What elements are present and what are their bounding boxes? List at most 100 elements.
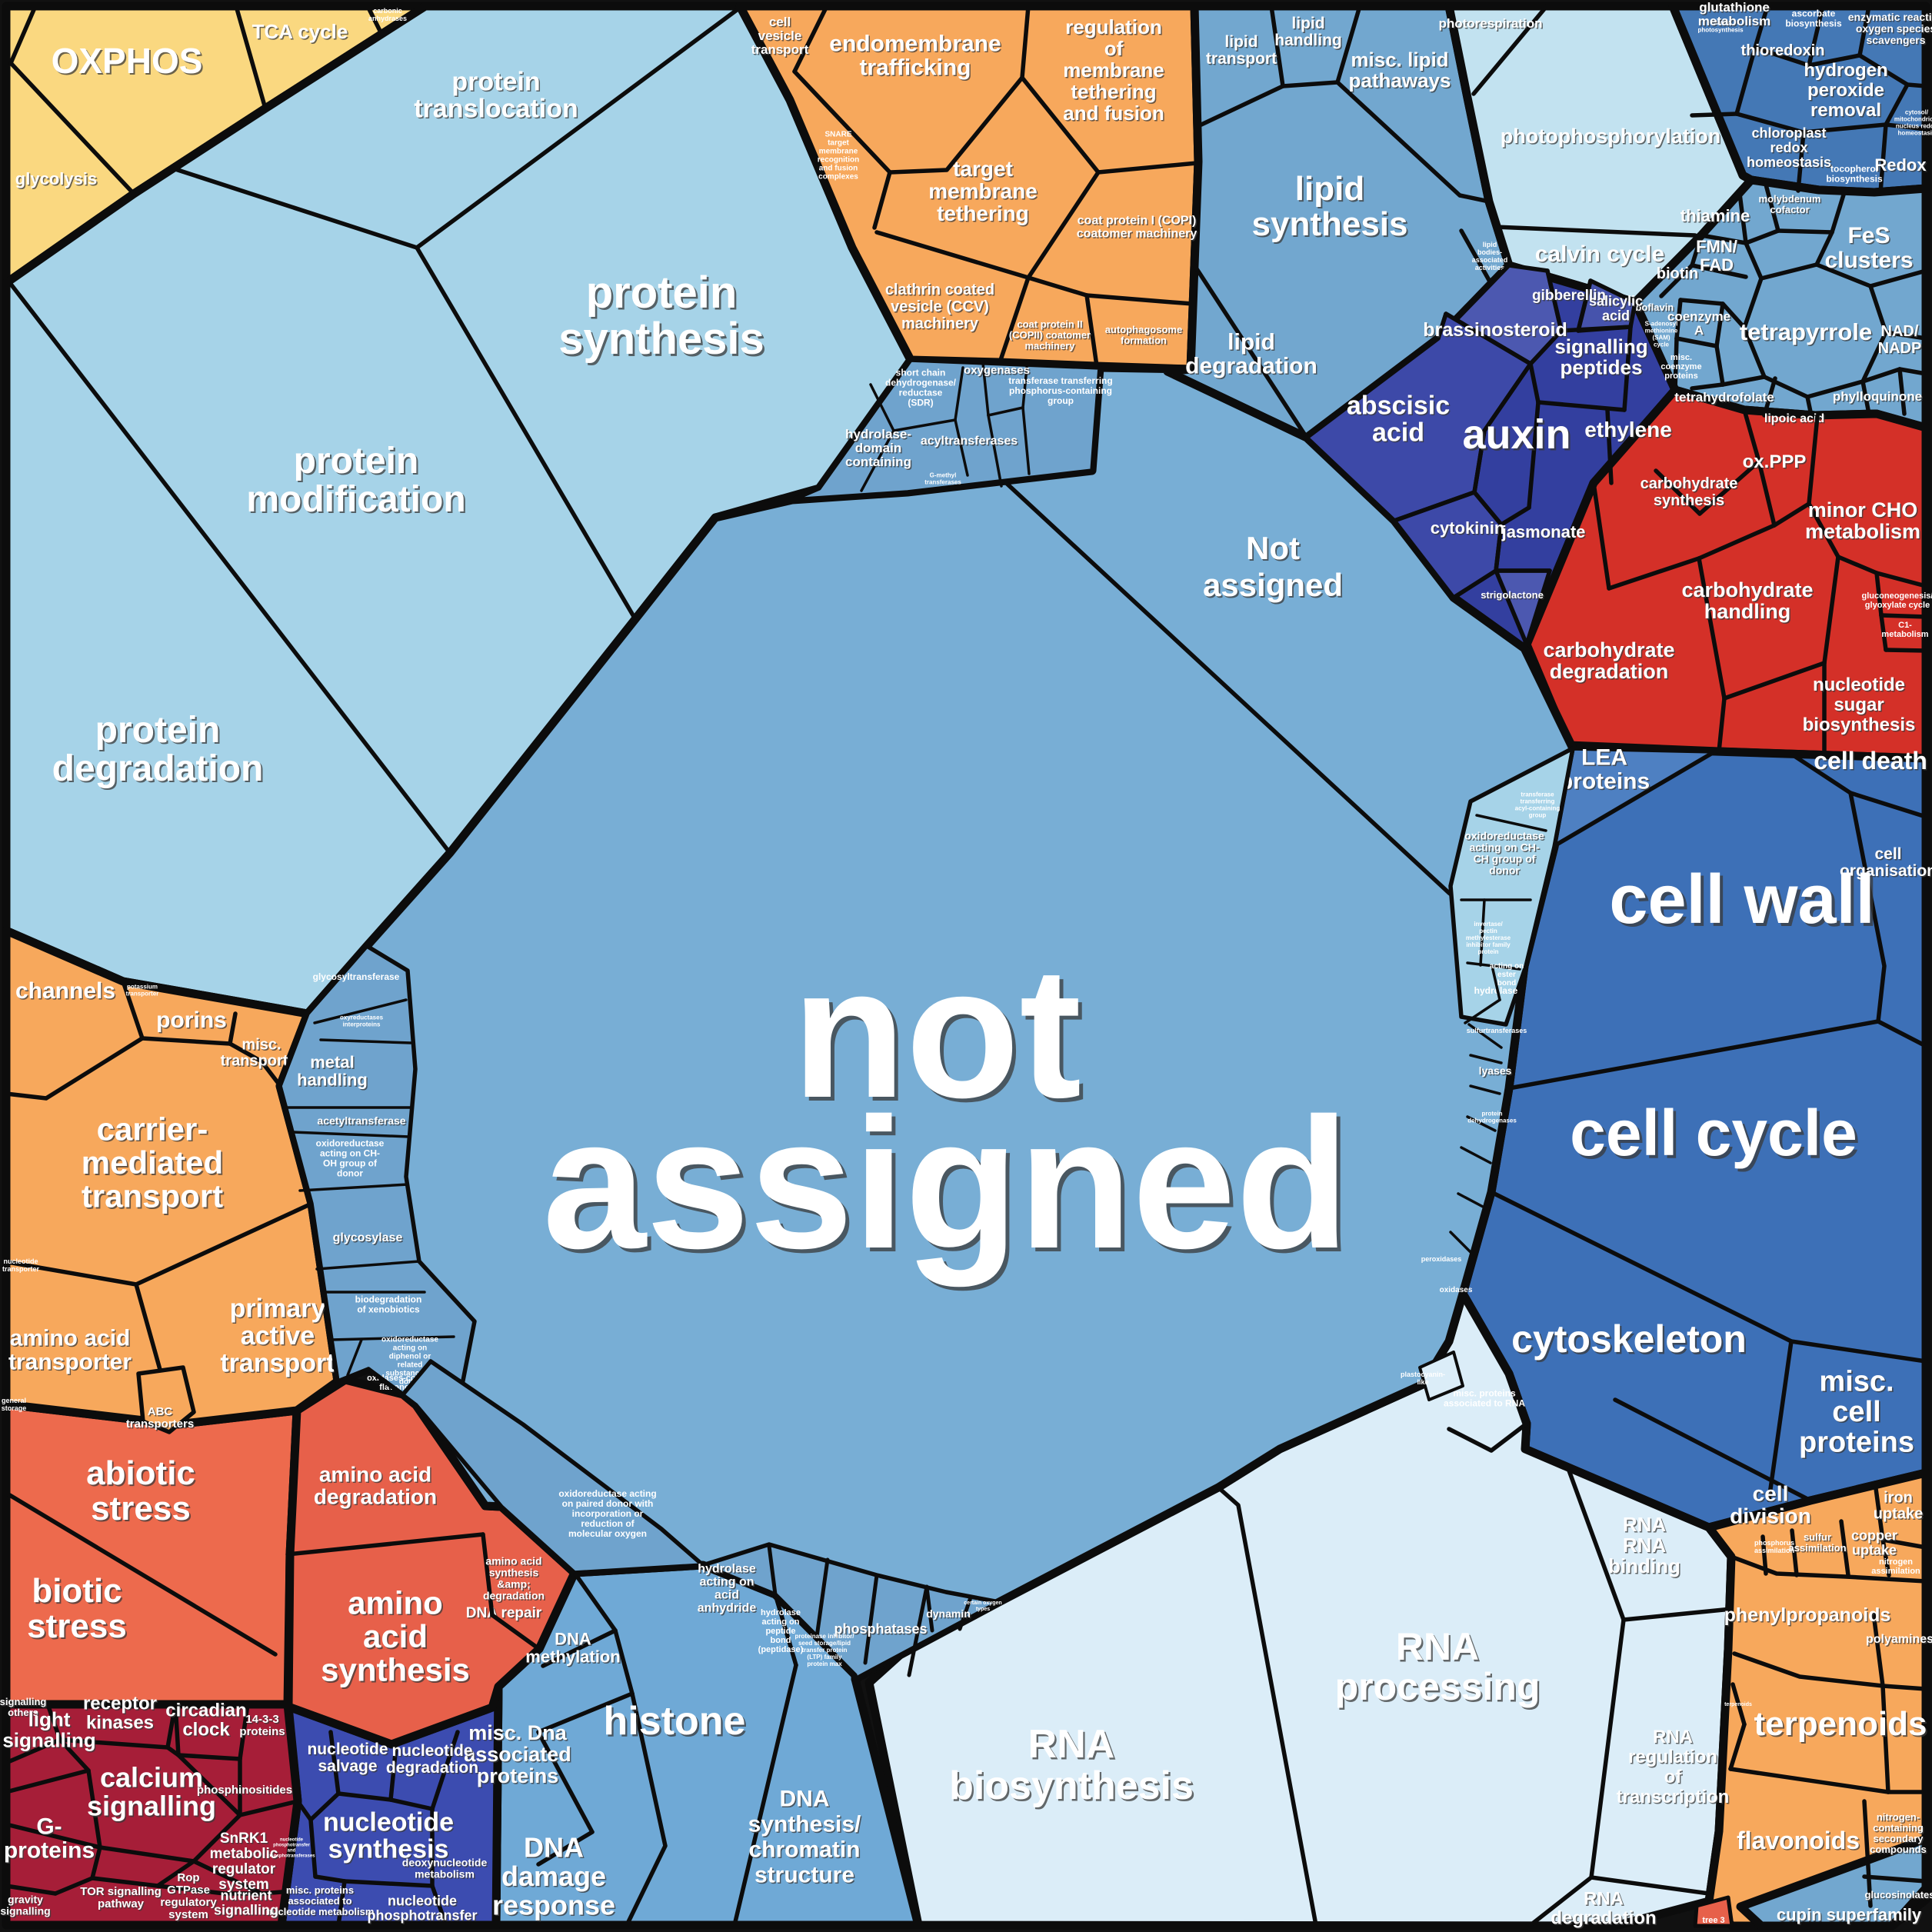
- svg-text:cytoskeleton: cytoskeleton: [1511, 1317, 1747, 1361]
- svg-text:calvin cycle: calvin cycle: [1536, 243, 1665, 268]
- svg-text:acyltransferases: acyltransferases: [921, 435, 1018, 448]
- svg-text:oxidases: oxidases: [1440, 1286, 1473, 1294]
- svg-text:jasmonate: jasmonate: [1501, 522, 1586, 541]
- svg-text:glucosinolates: glucosinolates: [1864, 1889, 1932, 1900]
- svg-text:photorespiration: photorespiration: [1438, 16, 1542, 31]
- svg-text:photophosphorylation: photophosphorylation: [1501, 125, 1720, 148]
- svg-text:strigolactone: strigolactone: [1482, 591, 1545, 602]
- svg-text:FMN/FAD: FMN/FAD: [1696, 237, 1737, 275]
- svg-text:assigned: assigned: [546, 1084, 1353, 1291]
- svg-text:histone: histone: [604, 1699, 746, 1744]
- svg-text:dynamin: dynamin: [928, 1609, 972, 1621]
- svg-text:phenylpropanoids: phenylpropanoids: [1724, 1604, 1891, 1626]
- svg-text:riboflavin: riboflavin: [1630, 303, 1675, 315]
- svg-text:glycolysis: glycolysis: [16, 171, 98, 190]
- svg-text:calvin cycle: calvin cycle: [1535, 242, 1664, 267]
- svg-text:coat protein I (COPI)coatomer: coat protein I (COPI) coatomer machinery: [1077, 215, 1198, 241]
- svg-text:tetrapyrrole: tetrapyrrole: [1740, 318, 1872, 345]
- svg-text:not: not: [792, 929, 1081, 1137]
- svg-text:FMN/FAD: FMN/FAD: [1697, 238, 1739, 276]
- svg-text:polyamines: polyamines: [1866, 1633, 1932, 1646]
- svg-text:thiamine: thiamine: [1681, 208, 1750, 227]
- svg-text:NAD/NADP: NAD/NADP: [1878, 323, 1922, 357]
- svg-text:phosphatases: phosphatases: [835, 1623, 928, 1638]
- svg-text:auxin: auxin: [1462, 411, 1571, 458]
- svg-text:riboflavin: riboflavin: [1629, 301, 1674, 313]
- svg-text:TCA cycle: TCA cycle: [253, 22, 349, 45]
- svg-text:photophosphorylation: photophosphorylation: [1501, 126, 1721, 149]
- svg-text:TCA cycle: TCA cycle: [252, 20, 348, 43]
- svg-text:cell death: cell death: [1815, 748, 1929, 776]
- svg-text:biotin: biotin: [1657, 265, 1698, 282]
- svg-text:misc.transporter: misc. transporter: [221, 1037, 303, 1070]
- svg-text:ox.PPP: ox.PPP: [1743, 451, 1807, 472]
- svg-text:proteinase inhibitor/seed stor: proteinase inhibitor/seed storage/lipid t…: [795, 1633, 855, 1667]
- svg-text:peroxidases: peroxidases: [1421, 1255, 1462, 1263]
- svg-text:glycolysis: glycolysis: [15, 169, 97, 188]
- svg-text:cytokinin: cytokinin: [1431, 518, 1505, 538]
- svg-text:glucosinolates: glucosinolates: [1866, 1890, 1932, 1902]
- svg-text:ethylene: ethylene: [1586, 419, 1674, 443]
